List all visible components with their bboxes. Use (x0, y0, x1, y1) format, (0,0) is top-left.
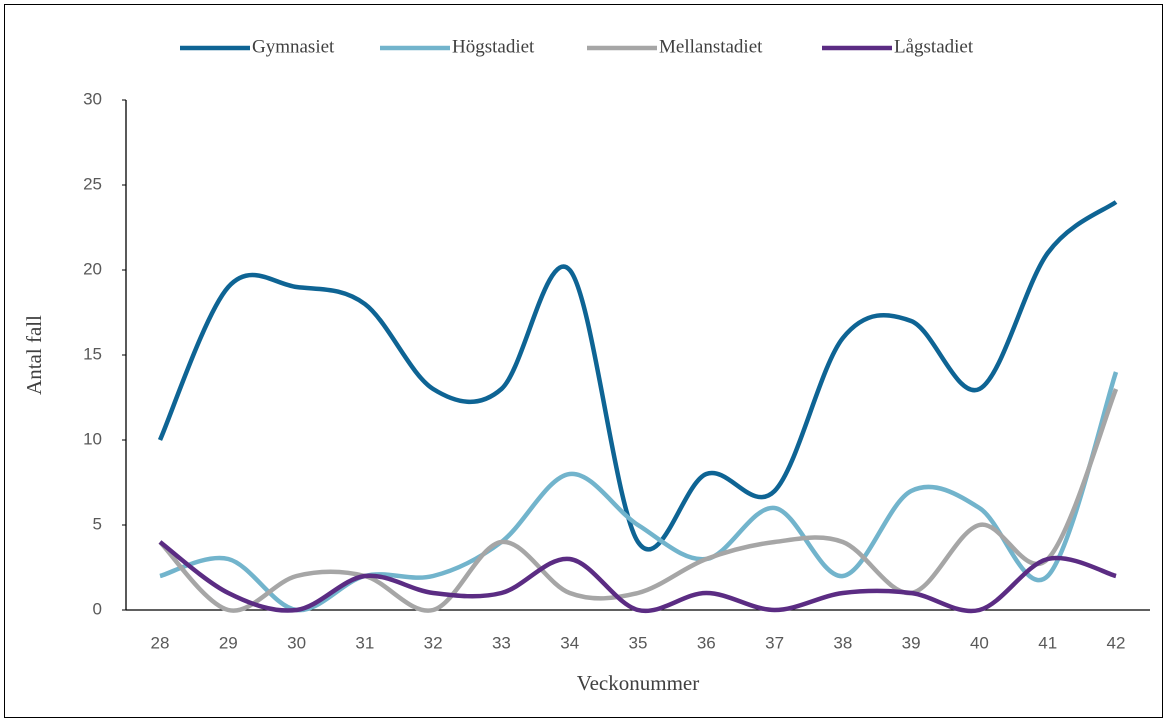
x-tick-label: 30 (287, 633, 306, 652)
y-axis-title: Antal fall (22, 315, 46, 395)
series-line (159, 371, 1119, 613)
x-tick-label: 37 (765, 633, 784, 652)
legend-label: Gymnasiet (252, 36, 335, 57)
x-tick-label: 28 (151, 633, 170, 652)
x-tick-label: 40 (970, 633, 989, 652)
x-tick-label: 31 (355, 633, 374, 652)
x-tick-label: 36 (697, 633, 716, 652)
y-tick-label: 0 (93, 599, 102, 618)
y-tick-label: 5 (93, 514, 102, 533)
series-line (157, 200, 1118, 552)
legend-label: Mellanstadiet (659, 36, 763, 57)
legend-label: Lågstadiet (894, 36, 974, 57)
x-tick-label: 33 (492, 633, 511, 652)
x-tick-label: 34 (560, 633, 579, 652)
y-tick-label: 10 (83, 429, 102, 448)
y-tick-label: 15 (83, 344, 102, 363)
series-line (158, 540, 1117, 614)
series-line (158, 388, 1119, 613)
y-tick-label: 25 (83, 174, 102, 193)
x-tick-label: 35 (629, 633, 648, 652)
y-tick-label: 20 (83, 259, 102, 278)
x-tick-label: 39 (902, 633, 921, 652)
chart-border (4, 4, 1163, 718)
legend-label: Högstadiet (452, 36, 535, 57)
x-tick-label: 41 (1038, 633, 1057, 652)
x-tick-label: 29 (219, 633, 238, 652)
x-tick-label: 32 (424, 633, 443, 652)
x-axis-title: Veckonummer (577, 671, 699, 695)
y-tick-label: 30 (83, 89, 102, 108)
x-tick-label: 38 (833, 633, 852, 652)
x-tick-label: 42 (1107, 633, 1126, 652)
